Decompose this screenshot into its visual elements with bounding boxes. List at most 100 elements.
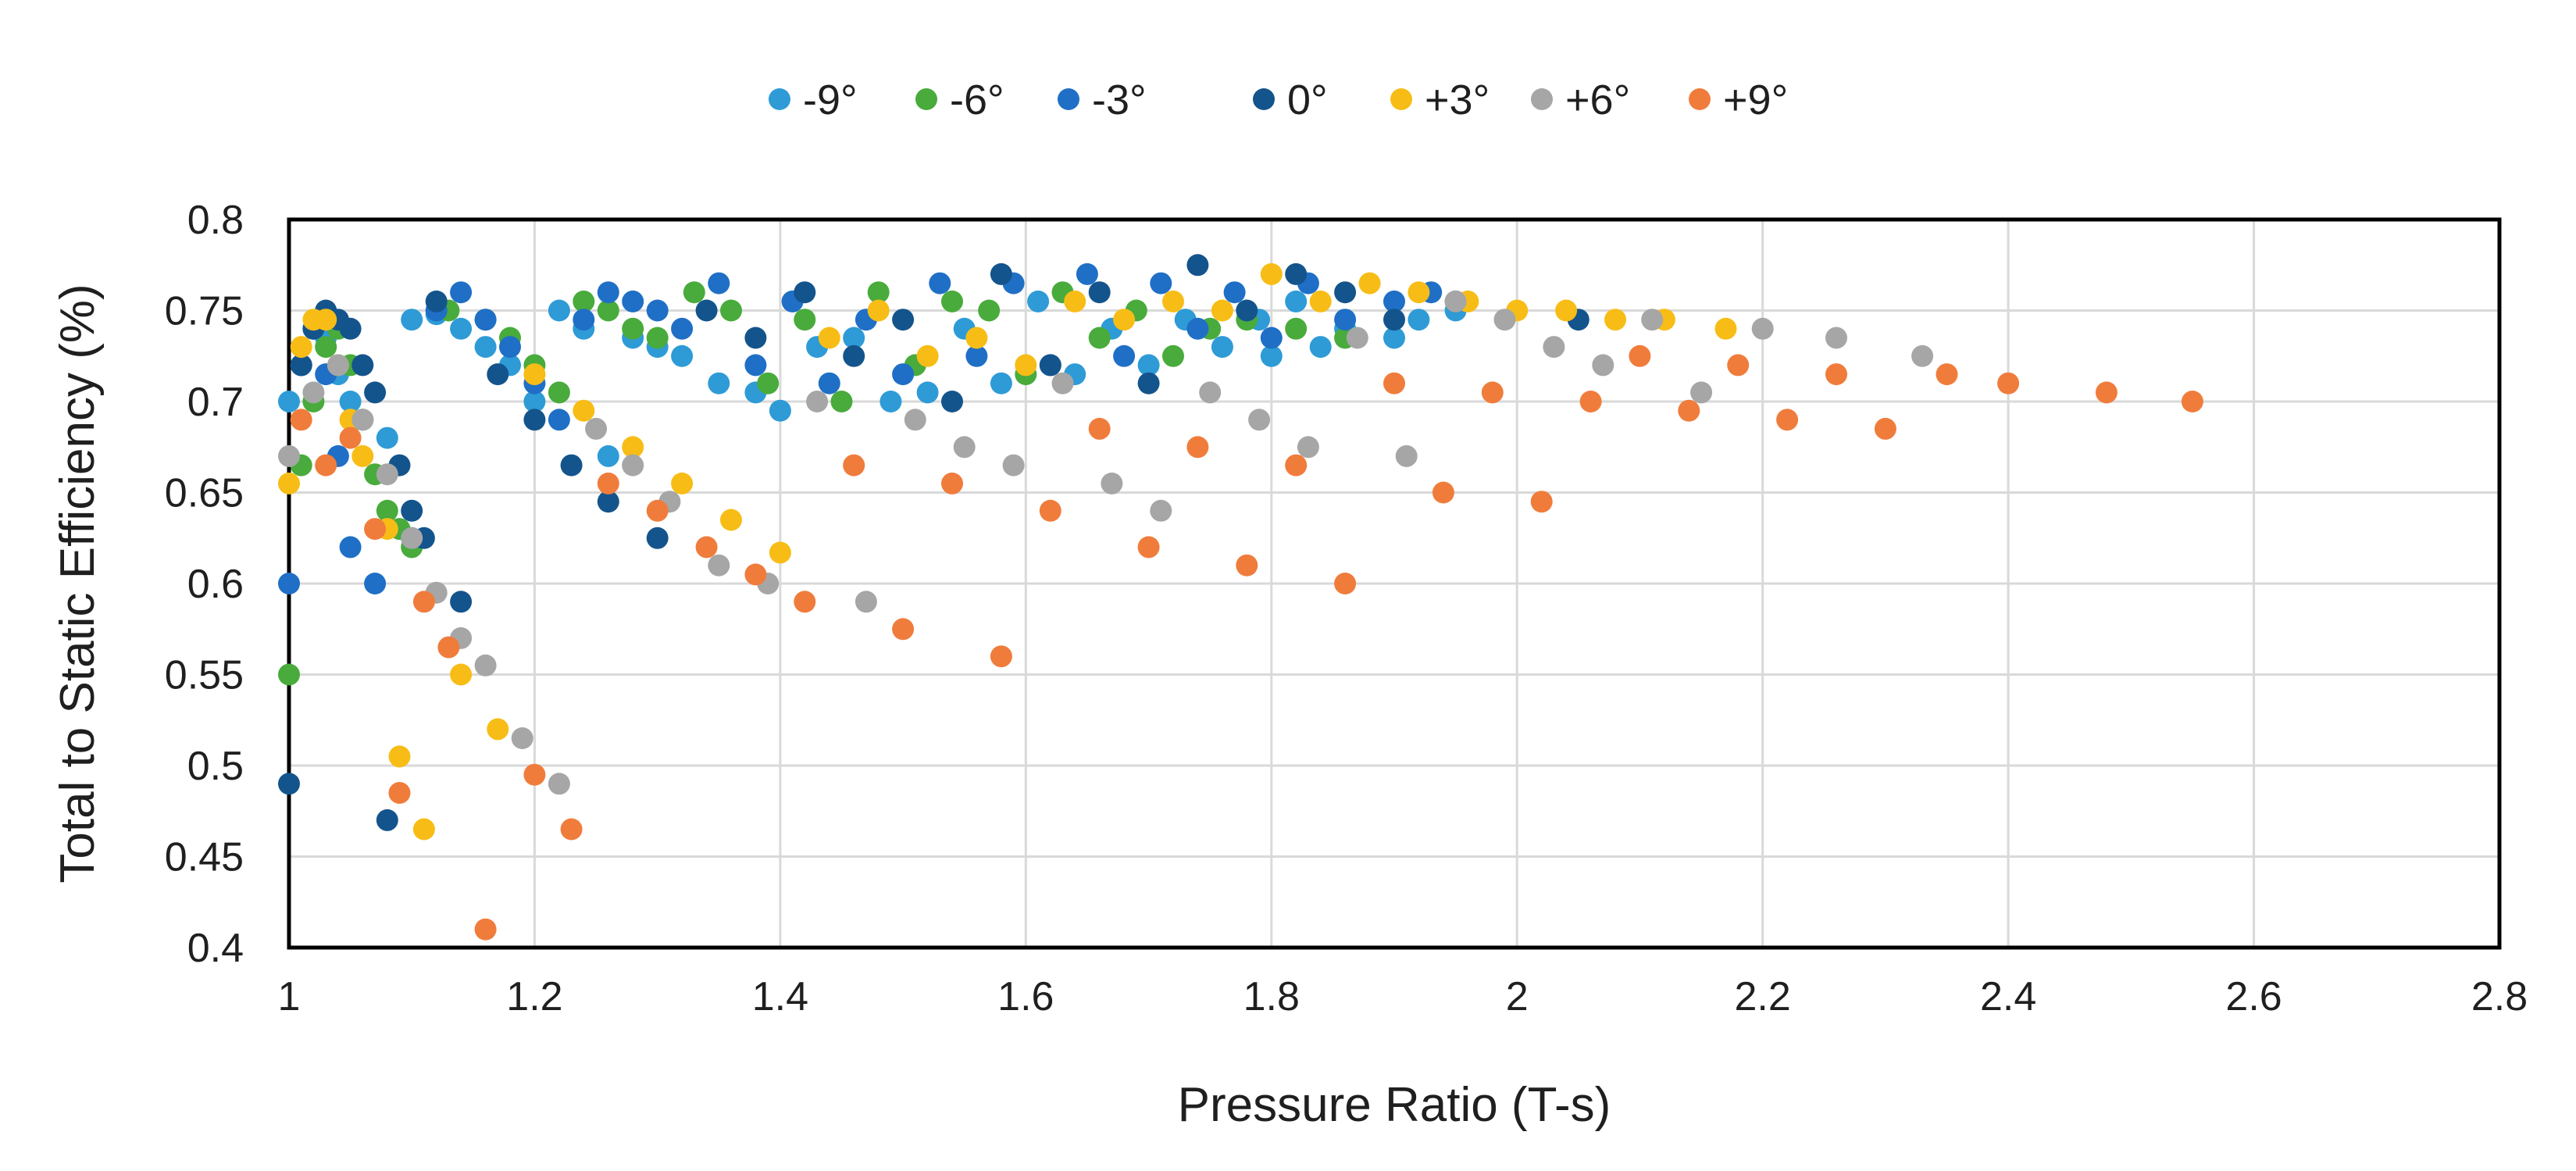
x-tick-label: 1.2 xyxy=(506,974,562,1019)
x-tick-label: 1.8 xyxy=(1243,974,1300,1019)
data-point xyxy=(1604,309,1626,331)
data-point xyxy=(1690,381,1713,404)
data-point xyxy=(339,391,362,412)
data-point xyxy=(548,409,570,431)
data-point xyxy=(1825,327,1847,349)
data-point xyxy=(315,309,337,331)
data-point xyxy=(278,391,300,412)
data-point xyxy=(474,309,497,331)
data-point xyxy=(351,444,374,467)
data-point xyxy=(695,536,718,559)
data-point xyxy=(1039,499,1061,522)
data-point xyxy=(622,454,644,477)
y-tick-label: 0.6 xyxy=(187,562,244,607)
data-point xyxy=(2181,391,2203,412)
legend-item: +6° xyxy=(1531,77,1630,123)
data-point xyxy=(941,290,963,312)
data-point xyxy=(401,527,423,549)
legend-item: +9° xyxy=(1689,77,1788,123)
data-point xyxy=(499,336,521,359)
data-point xyxy=(388,782,411,804)
data-point xyxy=(474,918,497,941)
legend-item: -9° xyxy=(769,77,858,123)
data-point xyxy=(1530,491,1553,513)
data-point xyxy=(474,336,497,359)
data-point xyxy=(1395,444,1418,467)
legend-item: -6° xyxy=(915,77,1004,123)
data-point xyxy=(450,317,473,340)
data-point xyxy=(1186,254,1209,277)
data-point xyxy=(1297,436,1319,459)
data-point xyxy=(1064,290,1086,312)
data-point xyxy=(376,809,398,831)
data-point xyxy=(646,499,669,522)
data-point xyxy=(315,336,337,359)
data-point xyxy=(1334,309,1357,331)
data-point xyxy=(1997,372,2020,394)
data-point xyxy=(1641,309,1664,331)
legend-marker xyxy=(1689,88,1711,110)
data-point xyxy=(720,509,742,531)
data-point xyxy=(290,409,312,431)
data-point xyxy=(401,499,423,522)
data-point xyxy=(830,391,853,412)
data-point xyxy=(757,372,780,394)
legend-item: +3° xyxy=(1390,77,1490,123)
data-point xyxy=(1002,454,1025,477)
data-point xyxy=(879,391,902,412)
data-point xyxy=(376,463,398,486)
data-point xyxy=(806,391,829,412)
data-point xyxy=(892,363,915,386)
data-point xyxy=(412,591,435,613)
legend-marker xyxy=(1390,88,1412,110)
data-point xyxy=(916,345,939,367)
legend-label: -9° xyxy=(803,77,858,123)
data-point xyxy=(744,563,767,586)
data-point xyxy=(867,281,890,304)
data-point xyxy=(585,417,608,440)
x-tick-label: 2.8 xyxy=(2471,974,2528,1019)
data-point xyxy=(351,409,374,431)
data-point xyxy=(597,444,619,467)
data-point xyxy=(474,654,497,677)
data-point xyxy=(511,727,533,749)
data-point xyxy=(1383,372,1405,394)
data-point xyxy=(437,636,460,659)
data-point xyxy=(1260,262,1283,285)
legend-label: -6° xyxy=(950,77,1004,123)
data-point xyxy=(1432,481,1454,504)
data-point xyxy=(376,427,398,449)
data-point xyxy=(450,591,473,613)
data-point xyxy=(1334,573,1357,594)
data-point xyxy=(1137,354,1160,377)
data-point xyxy=(794,591,816,613)
data-point xyxy=(548,381,570,404)
data-point xyxy=(1186,317,1209,340)
data-point xyxy=(671,345,694,367)
data-point xyxy=(941,391,963,412)
data-point xyxy=(978,299,1001,322)
y-tick-label: 0.65 xyxy=(165,471,244,516)
legend-marker xyxy=(1058,88,1079,110)
data-point xyxy=(818,372,840,394)
data-point xyxy=(1150,272,1172,295)
data-point xyxy=(1579,391,1602,412)
data-point xyxy=(892,309,915,331)
data-point xyxy=(1285,262,1308,285)
data-point xyxy=(646,327,669,349)
data-point xyxy=(1358,272,1381,295)
legend-marker xyxy=(769,88,790,110)
y-tick-label: 0.8 xyxy=(187,198,244,243)
data-point xyxy=(1223,281,1246,304)
data-point xyxy=(1150,499,1172,522)
data-point xyxy=(1260,345,1283,367)
data-point xyxy=(573,399,595,422)
x-tick-label: 2.4 xyxy=(1980,974,2036,1019)
data-point xyxy=(339,536,362,559)
data-point xyxy=(548,773,570,795)
data-point xyxy=(1051,372,1074,394)
data-point xyxy=(560,818,583,841)
data-point xyxy=(597,281,619,304)
data-point xyxy=(339,427,362,449)
